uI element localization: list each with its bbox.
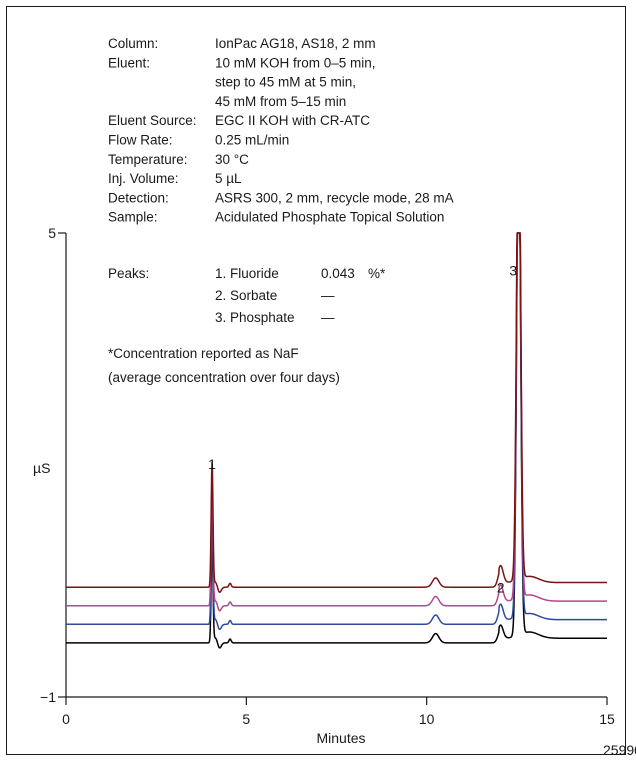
peak-number-label: 1 [208,456,216,472]
footnote-line-2: (average concentration over four days) [108,370,340,385]
condition-value: Acidulated Phosphate Topical Solution [215,210,444,225]
peak-name: 3. Phosphate [215,310,295,325]
peak-name: 1. Fluoride [215,266,279,281]
condition-label: Detection: [108,190,169,205]
condition-value: 10 mM KOH from 0–5 min, [215,55,376,70]
peak-concentration: — [321,288,335,303]
condition-value: 30 °C [215,152,249,167]
condition-value: ASRS 300, 2 mm, recycle mode, 28 mA [215,190,454,205]
x-axis-ticks: 0 5 10 15 [62,697,615,727]
peak-concentration: — [321,310,335,325]
chromatogram-trace [65,232,608,593]
x-tick-label: 0 [62,711,70,727]
y-axis-ticks: 5 −1 [40,225,66,705]
condition-value: 5 µL [215,171,242,186]
condition-value: EGC II KOH with CR-ATC [215,113,370,128]
chromatogram-trace [65,232,608,649]
peak-unit: %* [368,266,386,281]
condition-label: Sample: [108,210,158,225]
peak-labels: 1 2 3 [208,263,517,596]
chromatogram-traces [65,232,608,649]
condition-label: Eluent: [108,55,150,70]
footnote-line-1: *Concentration reported as NaF [108,346,299,361]
peak-number-label: 3 [509,263,517,279]
chromatogram-trace [65,232,608,612]
condition-value: 0.25 mL/min [215,133,289,148]
peak-concentration: 0.043 [321,266,355,281]
x-tick-label: 5 [242,711,250,727]
chart-frame [6,6,626,755]
y-axis-label: µS [33,460,50,476]
x-tick-label: 15 [599,711,615,727]
x-tick-label: 10 [419,711,435,727]
conditions-block: Column: IonPac AG18, AS18, 2 mm Eluent: 10 … [108,36,454,225]
condition-label: Flow Rate: [108,133,173,148]
peak-number-label: 2 [497,580,505,596]
peak-name: 2. Sorbate [215,288,277,303]
x-axis-label: Minutes [316,730,365,746]
condition-label: Temperature: [108,152,188,167]
condition-value: IonPac AG18, AS18, 2 mm [215,36,376,51]
y-tick-label: −1 [40,689,56,705]
figure-number: 25990 [603,742,636,758]
y-tick-label: 5 [48,225,56,241]
condition-label: Eluent Source: [108,113,197,128]
condition-label: Column: [108,36,158,51]
condition-value: step to 45 mM at 5 min, [215,75,356,90]
condition-value: 45 mM from 5–15 min [215,94,346,109]
condition-label: Inj. Volume: [108,171,179,186]
peaks-table: 1. Fluoride 0.043 %* 2. Sorbate — 3. Phosphat… [215,266,386,325]
chromatogram-trace [65,232,608,631]
peaks-heading: Peaks: [108,266,149,281]
